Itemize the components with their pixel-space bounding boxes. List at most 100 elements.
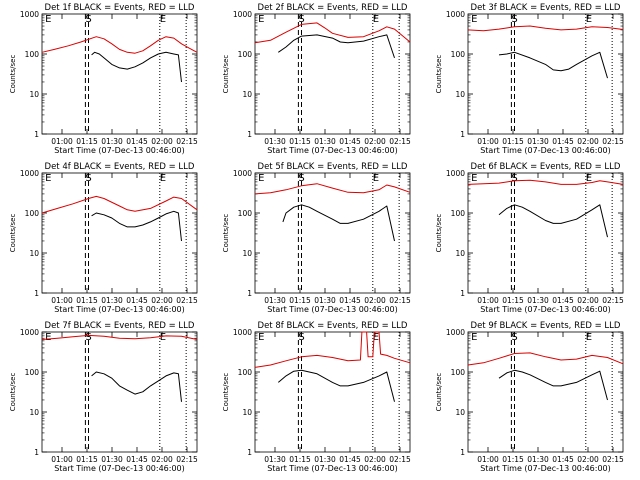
y-tick-label: 1000	[20, 328, 39, 337]
events-series-line	[498, 51, 608, 79]
x-tick-label: 01:30	[527, 296, 549, 305]
x-tick-label: 01:15	[289, 455, 311, 464]
marker-label: E	[373, 14, 379, 25]
x-tick-label: 02:00	[364, 455, 386, 464]
marker-label: S	[511, 173, 517, 184]
x-tick-label: 01:30	[527, 137, 549, 146]
y-tick-label: 100	[25, 368, 40, 377]
y-tick-label: 10	[455, 249, 465, 258]
marker-label: S	[298, 332, 304, 343]
y-tick-label: 10	[455, 90, 465, 99]
y-tick-label: 10	[242, 249, 252, 258]
y-tick-label: 1000	[446, 169, 465, 178]
y-tick-label: 1	[34, 130, 39, 139]
y-axis-label: Counts/sec	[222, 214, 230, 253]
x-tick-label: 01:15	[76, 455, 98, 464]
x-tick-label: 01:15	[289, 137, 311, 146]
marker-label: E	[471, 173, 477, 184]
y-tick-label: 1000	[233, 10, 252, 19]
lld-series-line	[254, 22, 411, 44]
x-tick-label: 01:30	[264, 137, 286, 146]
events-series-line	[277, 369, 395, 402]
x-tick-label: 01:45	[552, 296, 574, 305]
plot-frame	[254, 172, 411, 294]
panel-title: Det 7f BLACK = Events, RED = LLD	[45, 321, 195, 331]
x-tick-label: 01:00	[51, 137, 73, 146]
panel-det-2: Det 2f BLACK = Events, RED = LLD 1 10 100 10…	[222, 3, 411, 155]
y-tick-label: 1	[460, 130, 465, 139]
x-axis-label: Start Time (07-Dec-13 00:46:00)	[54, 146, 185, 155]
marker-label: E	[45, 332, 51, 343]
panel-title: Det 8f BLACK = Events, RED = LLD	[258, 321, 408, 331]
x-tick-label: 02:15	[176, 455, 198, 464]
x-tick-label: 02:15	[176, 137, 198, 146]
x-tick-label: 02:15	[602, 137, 624, 146]
y-tick-label: 100	[451, 209, 466, 218]
marker-label: S	[85, 173, 91, 184]
x-tick-label: 02:00	[577, 455, 599, 464]
x-tick-label: 01:45	[552, 137, 574, 146]
marker-label: E	[471, 332, 477, 343]
y-tick-label: 10	[29, 408, 39, 417]
marker-label: S	[85, 332, 91, 343]
x-tick-label: 02:00	[577, 137, 599, 146]
x-tick-label: 01:00	[477, 137, 499, 146]
lld-series-line	[467, 179, 624, 185]
x-tick-label: 01:45	[126, 455, 148, 464]
plot-frame	[467, 13, 624, 135]
marker-label: S	[511, 14, 517, 25]
x-tick-label: 01:45	[339, 296, 361, 305]
x-tick-label: 01:30	[264, 296, 286, 305]
panel-title: Det 1f BLACK = Events, RED = LLD	[45, 3, 195, 13]
x-axis-label: Start Time (07-Dec-13 00:46:00)	[54, 464, 185, 473]
y-tick-label: 1	[34, 448, 39, 457]
marker-label: E	[373, 173, 379, 184]
panel-det-8: Det 8f BLACK = Events, RED = LLD 1 10 100 10…	[222, 321, 411, 473]
y-axis-label: Counts/sec	[435, 373, 443, 412]
x-axis-label: Start Time (07-Dec-13 00:46:00)	[267, 305, 398, 314]
y-tick-label: 100	[451, 50, 466, 59]
y-axis-label: Counts/sec	[435, 214, 443, 253]
x-tick-label: 01:15	[502, 296, 524, 305]
y-tick-label: 1000	[20, 10, 39, 19]
marker-label: E	[373, 332, 379, 343]
y-axis-label: Counts/sec	[9, 214, 17, 253]
y-axis-label: Counts/sec	[222, 373, 230, 412]
x-tick-label: 01:15	[502, 137, 524, 146]
plot-frame	[41, 13, 198, 135]
events-series-line	[498, 369, 608, 401]
plot-frame	[254, 13, 411, 135]
x-tick-label: 01:30	[101, 296, 123, 305]
lld-series-line	[467, 25, 624, 32]
marker-label: E	[160, 173, 166, 184]
lld-series-line	[467, 352, 624, 366]
y-axis-label: Counts/sec	[9, 55, 17, 94]
events-series-line	[282, 204, 395, 242]
lld-series-line	[254, 183, 411, 195]
x-tick-label: 01:45	[552, 455, 574, 464]
marker-label: E	[45, 173, 51, 184]
plot-frame	[467, 331, 624, 453]
y-tick-label: 100	[25, 209, 40, 218]
panel-det-6: Det 6f BLACK = Events, RED = LLD 1 10 100 10…	[435, 162, 624, 314]
y-tick-label: 10	[242, 90, 252, 99]
lld-series-line	[41, 195, 198, 214]
panel-title: Det 3f BLACK = Events, RED = LLD	[471, 3, 621, 13]
x-tick-label: 01:00	[51, 455, 73, 464]
marker-label: E	[471, 14, 477, 25]
panel-title: Det 5f BLACK = Events, RED = LLD	[258, 162, 408, 172]
panel-title: Det 6f BLACK = Events, RED = LLD	[471, 162, 621, 172]
marker-label: S	[298, 14, 304, 25]
y-axis-label: Counts/sec	[222, 55, 230, 94]
x-tick-label: 02:00	[151, 455, 173, 464]
x-tick-label: 01:00	[51, 296, 73, 305]
x-tick-label: 02:00	[364, 296, 386, 305]
y-tick-label: 1	[247, 289, 252, 298]
events-series-line	[498, 204, 608, 238]
panel-det-3: Det 3f BLACK = Events, RED = LLD 1 10 100 10…	[435, 3, 624, 155]
x-tick-label: 02:15	[389, 296, 411, 305]
panel-det-5: Det 5f BLACK = Events, RED = LLD 1 10 100 10…	[222, 162, 411, 314]
plot-frame	[467, 172, 624, 294]
x-tick-label: 01:00	[477, 455, 499, 464]
marker-label: E	[258, 332, 264, 343]
